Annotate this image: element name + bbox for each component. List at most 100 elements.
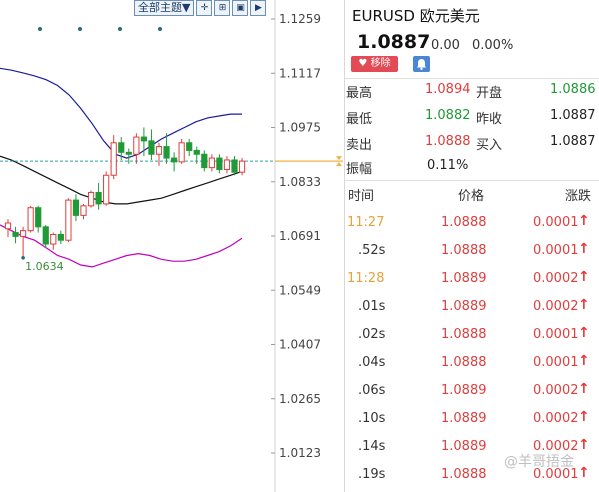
tick-change: 0.0001: [533, 355, 579, 370]
tick-change: 0.0001: [533, 215, 579, 230]
candle-body: [193, 149, 200, 155]
candle-body: [42, 226, 49, 245]
tick-row: .04s 1.0888 0.0001 ↑: [345, 349, 599, 377]
candle-body: [133, 136, 140, 155]
theme-select[interactable]: 全部主题▼: [134, 0, 195, 16]
candle-body: [201, 153, 208, 169]
tick-row: .06s 1.0889 0.0002 ↑: [345, 377, 599, 405]
lower-band-line: [0, 224, 243, 268]
arrow-up-icon: ↑: [578, 213, 590, 229]
stat-label-ask: 卖出: [346, 138, 373, 153]
chart-toolbar: 全部主题▼ ✛ ⊞ ▣ ▶: [134, 0, 267, 16]
tick-price: 1.0889: [441, 439, 487, 454]
tick-row: 11:28 1.0889 0.0002 ↑: [345, 265, 599, 293]
watermark: @羊哥捂金: [504, 454, 574, 470]
price-marker-icon: [336, 156, 342, 161]
price-change: 0.00: [431, 38, 460, 53]
y-tick-label: 1.0975: [279, 121, 321, 135]
tick-change: 0.0002: [533, 383, 579, 398]
symbol-name: 欧元美元: [419, 7, 480, 25]
y-tick-label: 1.0123: [279, 446, 321, 460]
candle-body: [80, 205, 87, 216]
stat-value-high: 1.0894: [425, 82, 471, 97]
play-icon[interactable]: ▶: [250, 0, 267, 16]
stat-value-ask: 1.0888: [425, 134, 471, 149]
symbol-code: EURUSD: [352, 7, 415, 25]
ticks-header-price: 价格: [458, 189, 485, 204]
arrow-up-icon: ↑: [578, 409, 590, 425]
candle-body: [103, 174, 110, 205]
low-annotation: 1.0634: [25, 260, 64, 273]
chart-canvas[interactable]: 1.1259 1.1117 1.0975 1.0833 1.0691 1.0549 1.04…: [0, 0, 343, 492]
candle-body: [140, 136, 148, 142]
tick-row: .02s 1.0888 0.0001 ↑: [345, 321, 599, 349]
ticks-header-change: 涨跌: [565, 189, 592, 204]
tick-change: 0.0002: [533, 271, 579, 286]
arrow-up-icon: ↑: [578, 353, 590, 369]
tick-time: .52s: [358, 243, 386, 258]
separator: [345, 78, 599, 79]
tick-time: .14s: [358, 439, 386, 454]
frame-icon[interactable]: ▣: [232, 0, 249, 16]
tick-change: 0.0001: [533, 467, 579, 482]
tick-row: .10s 1.0889 0.0002 ↑: [345, 405, 599, 433]
candle-body: [118, 142, 125, 153]
kline-chart[interactable]: 1.1259 1.1117 1.0975 1.0833 1.0691 1.0549 1.04…: [0, 0, 343, 492]
event-marker: [118, 27, 122, 31]
tick-time: .02s: [358, 327, 386, 342]
y-tick-label: 1.0833: [279, 175, 321, 189]
separator: [345, 180, 599, 181]
tick-price: 1.0888: [441, 215, 487, 230]
candle-body: [57, 233, 64, 241]
remove-favorite-button[interactable]: ♥ 移除: [351, 56, 398, 72]
stat-label-low: 最低: [346, 112, 373, 127]
mid-line: [0, 155, 243, 205]
tick-change: 0.0002: [533, 439, 579, 454]
stat-label-amplitude: 振幅: [346, 162, 373, 177]
y-tick-label: 1.1117: [279, 66, 321, 80]
tick-time: .06s: [358, 383, 386, 398]
candle-body: [216, 157, 223, 171]
tick-time: 11:27: [347, 215, 385, 230]
tick-change: 0.0002: [533, 299, 579, 314]
low-marker: [21, 255, 25, 260]
candle-body: [178, 142, 185, 163]
candle-body: [155, 146, 163, 155]
tick-change: 0.0001: [533, 327, 579, 342]
y-tick-label: 1.0407: [279, 338, 321, 352]
event-marker: [38, 27, 42, 31]
tick-row: .52s 1.0888 0.0001 ↑: [345, 237, 599, 265]
stat-label-prev-close: 昨收: [476, 112, 503, 127]
candle-body: [231, 159, 238, 173]
candle-body: [163, 146, 170, 159]
y-tick-label: 1.0549: [279, 283, 321, 297]
stat-label-open: 开盘: [476, 86, 503, 101]
candle-body: [110, 142, 117, 176]
candle-body: [125, 151, 132, 155]
last-price: 1.0887: [357, 31, 431, 53]
stat-value-low: 1.0882: [425, 108, 471, 123]
arrow-up-icon: ↑: [578, 325, 590, 341]
tick-row: .01s 1.0889 0.0002 ↑: [345, 293, 599, 321]
candle-body: [27, 207, 34, 232]
tick-time: .04s: [358, 355, 386, 370]
tick-time: .10s: [358, 411, 386, 426]
symbol-title: EURUSD 欧元美元: [352, 5, 480, 26]
tick-change: 0.0002: [533, 411, 579, 426]
candle-body: [4, 222, 12, 230]
stat-value-prev-close: 1.0887: [550, 108, 596, 123]
tick-row: .19s 1.0888 0.0001 ↑: [345, 461, 599, 489]
alert-button[interactable]: [413, 56, 430, 72]
crosshair-icon[interactable]: ✛: [196, 0, 213, 16]
tick-time: .19s: [358, 467, 386, 482]
arrow-up-icon: ↑: [578, 241, 590, 257]
y-tick-label: 1.1259: [279, 12, 321, 26]
ticks-header-time: 时间: [348, 189, 375, 204]
price-marker-icon: [336, 162, 342, 167]
tick-time: .01s: [358, 299, 386, 314]
tick-price: 1.0889: [441, 299, 487, 314]
tick-row: 11:27 1.0888 0.0001 ↑: [345, 209, 599, 237]
grid-icon[interactable]: ⊞: [214, 0, 231, 16]
price-change-pct: 0.00%: [472, 38, 514, 53]
arrow-up-icon: ↑: [578, 381, 590, 397]
